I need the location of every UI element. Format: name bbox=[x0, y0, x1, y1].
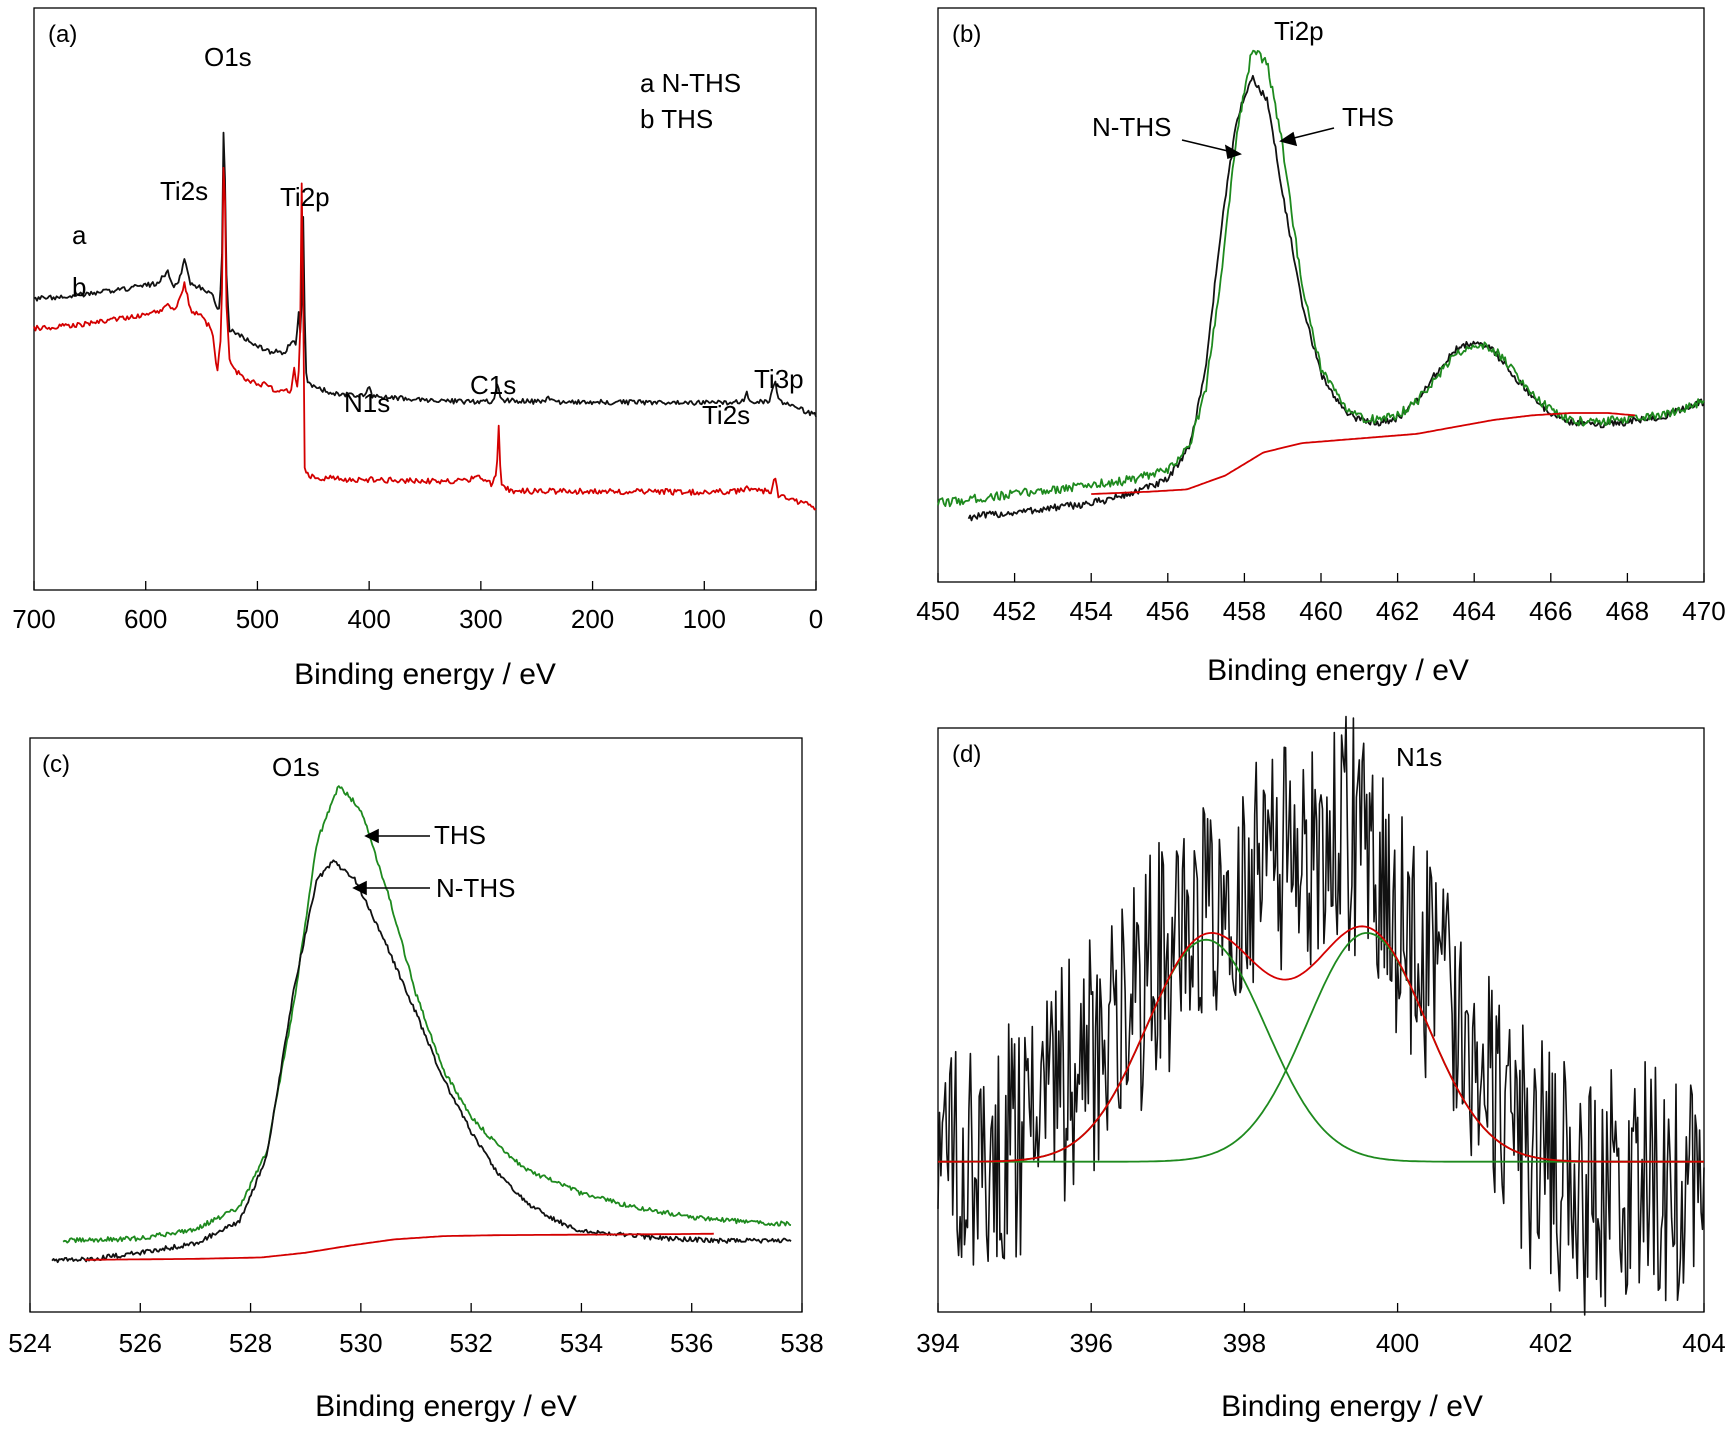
panel-c-xtick-label: 534 bbox=[560, 1328, 603, 1358]
panel-c-series-background bbox=[85, 1232, 714, 1261]
annot-a-ti2s: Ti2s bbox=[160, 176, 208, 206]
panel-d-series bbox=[937, 715, 1705, 1316]
panel-d-xtick-label: 396 bbox=[1070, 1328, 1113, 1358]
annot-c-nths: N-THS bbox=[436, 873, 515, 903]
panel-b-xtick-label: 458 bbox=[1223, 596, 1266, 626]
panel-b-xtick-label: 468 bbox=[1606, 596, 1649, 626]
annot-a-ti2p: Ti2p bbox=[280, 182, 330, 212]
panel-d: (d) 394 396 398 400 402 404 Binding energy / … bbox=[916, 715, 1726, 1423]
panel-a-xtick-label: 700 bbox=[12, 604, 55, 634]
annot-a-curve-b: b bbox=[72, 272, 86, 302]
annot-a-curve-a: a bbox=[72, 220, 87, 250]
panel-a-series bbox=[33, 131, 817, 511]
panel-d-xtick-label: 404 bbox=[1682, 1328, 1725, 1358]
annot-a-o1s: O1s bbox=[204, 42, 252, 72]
panel-b-xtick-label: 452 bbox=[993, 596, 1036, 626]
panel-c-xtick-label: 528 bbox=[229, 1328, 272, 1358]
panel-b-series-n-ths bbox=[967, 74, 1705, 522]
panel-d-xtick-label: 398 bbox=[1223, 1328, 1266, 1358]
panel-b-arrows bbox=[1181, 127, 1335, 160]
panel-d-xticks: 394 396 398 400 402 404 bbox=[916, 1303, 1726, 1358]
annot-a-c1s: C1s bbox=[470, 370, 516, 400]
annot-c-ths: THS bbox=[434, 820, 486, 850]
panel-d-xtick-label: 394 bbox=[916, 1328, 959, 1358]
panel-d-series-envelope bbox=[938, 925, 1704, 1163]
panel-d-xlabel: Binding energy / eV bbox=[1221, 1390, 1483, 1423]
panel-c-xtick-label: 524 bbox=[8, 1328, 51, 1358]
panel-b-xtick-label: 462 bbox=[1376, 596, 1419, 626]
panel-a-series-b bbox=[33, 166, 817, 511]
panel-a: (a) 700 600 500 400 300 200 100 0 Binding energ… bbox=[12, 7, 823, 691]
panel-c-xtick-label: 530 bbox=[339, 1328, 382, 1358]
panel-d-xtick-label: 400 bbox=[1376, 1328, 1419, 1358]
arrowhead-b-nths bbox=[1224, 144, 1242, 160]
panel-d-xtick-label: 402 bbox=[1529, 1328, 1572, 1358]
annot-b-ths: THS bbox=[1342, 102, 1394, 132]
panel-a-xticks: 700 600 500 400 300 200 100 0 bbox=[12, 581, 823, 634]
arrow-b-ths bbox=[1289, 127, 1335, 140]
panel-a-xtick-label: 400 bbox=[347, 604, 390, 634]
panel-b-xtick-label: 464 bbox=[1453, 596, 1496, 626]
panel-b-xtick-label: 456 bbox=[1146, 596, 1189, 626]
panel-a-xtick-label: 100 bbox=[683, 604, 726, 634]
panel-c-xtick-label: 538 bbox=[780, 1328, 823, 1358]
panel-c-xlabel: Binding energy / eV bbox=[315, 1390, 577, 1423]
arrowhead-c-ths bbox=[364, 828, 379, 844]
panel-c-xtick-label: 536 bbox=[670, 1328, 713, 1358]
panel-a-xtick-label: 300 bbox=[459, 604, 502, 634]
annot-b-ti2p: Ti2p bbox=[1274, 16, 1324, 46]
panel-b-xlabel: Binding energy / eV bbox=[1207, 654, 1469, 687]
panel-a-xtick-label: 0 bbox=[809, 604, 823, 634]
panel-c-xtick-label: 532 bbox=[449, 1328, 492, 1358]
panel-a-xtick-label: 200 bbox=[571, 604, 614, 634]
panel-c-xtick-label: 526 bbox=[119, 1328, 162, 1358]
panel-d-label: (d) bbox=[952, 741, 981, 768]
panel-c-series-n-ths bbox=[51, 859, 792, 1264]
panel-a-frame bbox=[33, 7, 817, 591]
panel-b-frame bbox=[937, 7, 1705, 583]
panel-a-legend-b: b THS bbox=[640, 104, 713, 134]
annot-c-o1s: O1s bbox=[272, 752, 320, 782]
panel-b-series-background bbox=[1091, 412, 1636, 495]
panel-a-legend-a: a N-THS bbox=[640, 68, 741, 98]
panel-b-xticks: 450 452 454 456 458 460 462 464 466 468 470 bbox=[916, 573, 1726, 626]
annot-a-ti2s-low: Ti2s bbox=[702, 400, 750, 430]
panel-b: (b) 450 452 454 456 458 460 462 464 466 468 470 Bi… bbox=[916, 7, 1726, 687]
panel-d-frame bbox=[937, 727, 1705, 1313]
panel-a-xtick-label: 600 bbox=[124, 604, 167, 634]
annot-a-n1s: N1s bbox=[344, 388, 390, 418]
panel-a-series-a bbox=[33, 131, 817, 418]
panel-b-xtick-label: 466 bbox=[1529, 596, 1572, 626]
panel-c-frame bbox=[29, 737, 803, 1313]
panel-b-label: (b) bbox=[952, 21, 981, 48]
panel-b-xtick-label: 460 bbox=[1299, 596, 1342, 626]
panel-a-xlabel: Binding energy / eV bbox=[294, 658, 556, 691]
annot-a-ti3p: Ti3p bbox=[754, 364, 804, 394]
panel-c-arrows bbox=[352, 828, 430, 896]
panel-c-series-ths bbox=[62, 785, 792, 1244]
panel-c-xticks: 524 526 528 530 532 534 536 538 bbox=[8, 1303, 824, 1358]
panel-c-label: (c) bbox=[42, 751, 70, 778]
panel-a-xtick-label: 500 bbox=[236, 604, 279, 634]
annot-d-n1s: N1s bbox=[1396, 742, 1442, 772]
arrowhead-c-nths bbox=[352, 880, 367, 896]
arrow-b-nths bbox=[1181, 139, 1233, 153]
panel-d-series-raw bbox=[937, 715, 1705, 1316]
panel-a-label: (a) bbox=[48, 21, 77, 48]
panel-b-series bbox=[937, 49, 1705, 522]
panel-b-xtick-label: 454 bbox=[1070, 596, 1113, 626]
panel-b-xtick-label: 470 bbox=[1682, 596, 1725, 626]
annot-b-nths: N-THS bbox=[1092, 112, 1171, 142]
arrowhead-b-ths bbox=[1279, 131, 1298, 147]
panel-b-xtick-label: 450 bbox=[916, 596, 959, 626]
panel-b-series-ths bbox=[937, 49, 1705, 508]
panel-c: (c) 524 526 528 530 532 534 536 538 Binding ene… bbox=[8, 737, 824, 1423]
panel-c-series bbox=[51, 785, 792, 1264]
